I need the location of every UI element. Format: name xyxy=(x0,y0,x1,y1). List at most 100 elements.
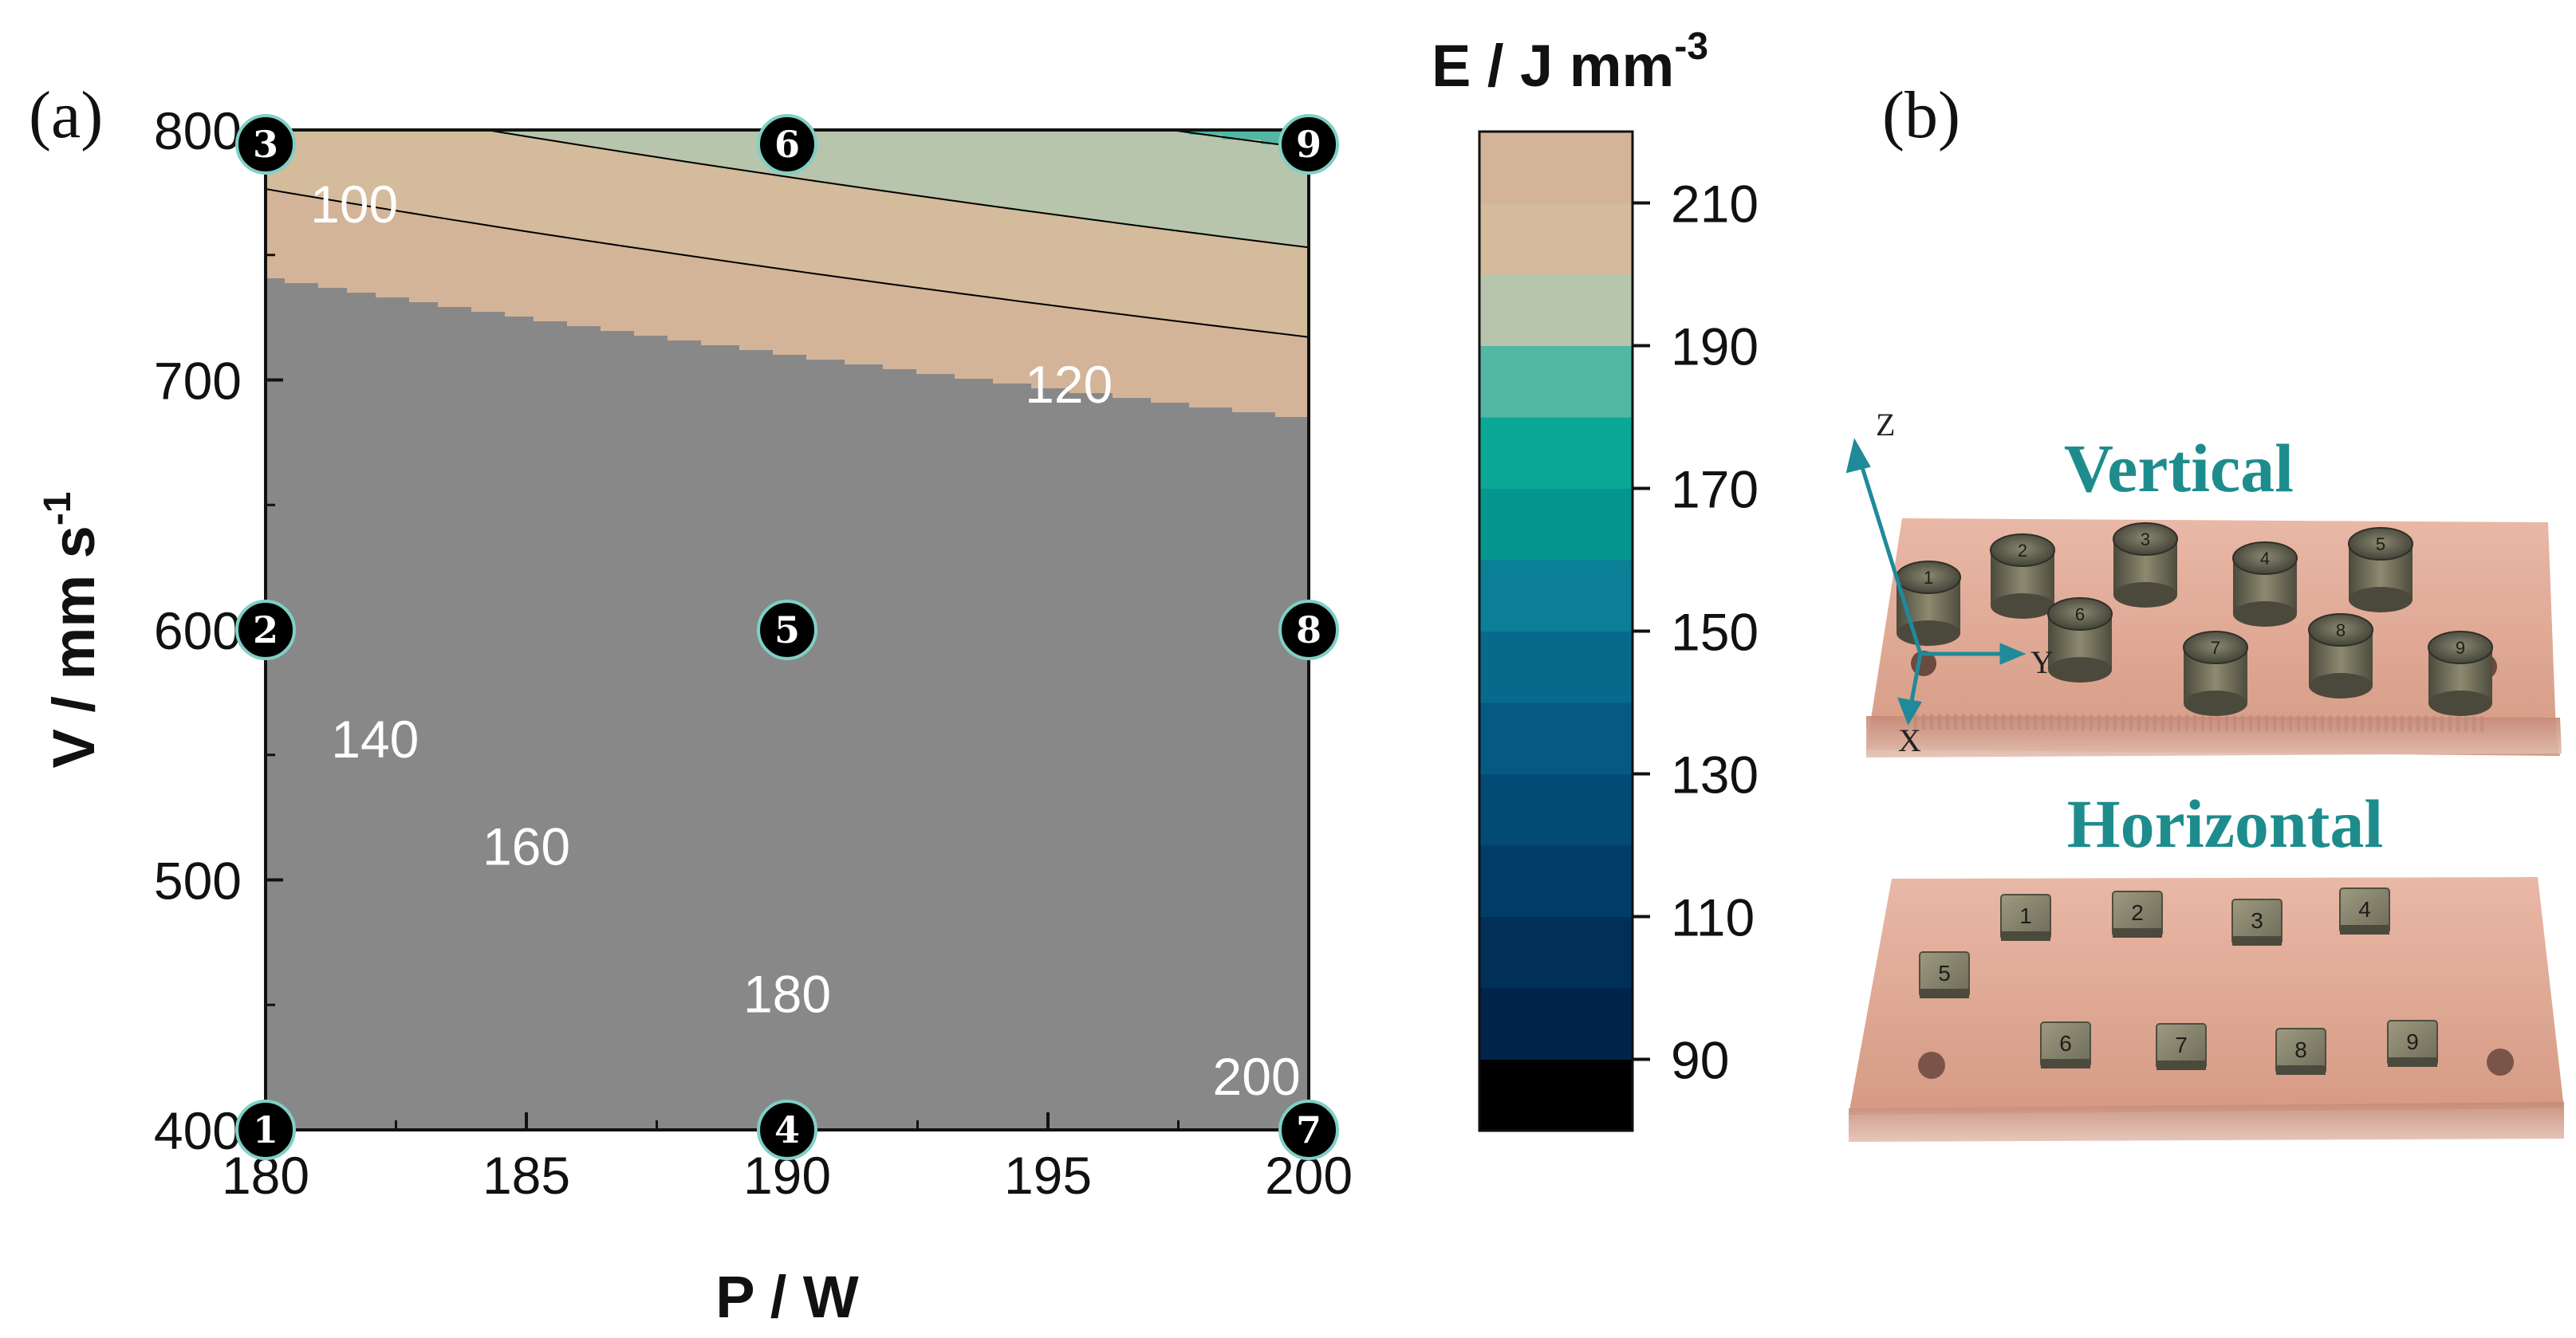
contour-band-cell xyxy=(266,714,1309,719)
contour-labels: 100 120 140 160 180 200 xyxy=(310,175,1301,1106)
contour-band-cell xyxy=(266,900,1309,906)
vertical-sample-mark: 4 xyxy=(2260,549,2270,569)
contour-band-cell xyxy=(266,1077,1309,1083)
contour-band-cell xyxy=(266,671,1309,676)
contour-band-cell xyxy=(266,230,534,236)
contour-band-cell xyxy=(1122,312,1309,317)
design-point-label: 9 xyxy=(1296,123,1321,166)
contour-band-cell xyxy=(266,1020,1309,1025)
axis-letter-z: Z xyxy=(1876,407,1895,443)
contour-band-cell xyxy=(266,876,1309,882)
contour-band-cell xyxy=(663,250,1309,255)
design-point-8: 8 xyxy=(1278,600,1339,660)
contour-band-cell xyxy=(266,1068,1309,1073)
contour-band-cell xyxy=(266,781,1309,786)
contour-band-cell xyxy=(266,470,1309,475)
contour-band-cell xyxy=(266,135,530,140)
contour-band-cell xyxy=(620,149,1309,155)
contour-band-cell xyxy=(266,939,1309,944)
contour-band-cell xyxy=(505,312,1123,317)
contour-band-cell xyxy=(266,991,1309,997)
contour-band-cell xyxy=(266,982,1309,987)
contour-band-cell xyxy=(266,307,472,313)
contour-band-cell xyxy=(1031,384,1309,389)
contour-band-cell xyxy=(266,393,1113,399)
colorbar-tick-label: 130 xyxy=(1671,746,1759,805)
contour-band-cell xyxy=(471,307,1085,313)
contour-band-cell xyxy=(266,202,357,207)
design-point-1: 1 xyxy=(235,1100,296,1160)
vertical-sample-mark: 6 xyxy=(2075,604,2085,624)
contour-band-cell xyxy=(266,594,1309,600)
contour-band-cell xyxy=(266,919,1309,925)
contour-band-cell xyxy=(266,1015,1309,1021)
vertical-sample-mark: 3 xyxy=(2141,529,2150,549)
contour-band-cell xyxy=(266,1053,1309,1059)
vertical-sample-mark: 7 xyxy=(2211,638,2220,658)
contour-band-cell xyxy=(266,986,1309,992)
axis-letter-y: Y xyxy=(2030,644,2054,680)
contour-band-cell xyxy=(266,819,1309,824)
colorbar-tick-label: 190 xyxy=(1671,317,1759,376)
contour-band-cell xyxy=(266,302,439,308)
horizontal-sample: 6 xyxy=(2040,1021,2091,1068)
contour-band-cell xyxy=(409,297,1008,303)
x-axis-title: P / W xyxy=(715,1264,859,1330)
contour-band-cell xyxy=(1232,235,1309,241)
contour-band-cell xyxy=(266,1063,1309,1068)
contour-line-210 xyxy=(266,188,1309,338)
contour-band-cell xyxy=(266,484,1309,490)
contour-band-cell xyxy=(266,297,410,303)
contour-value-label: 140 xyxy=(331,710,419,769)
contour-band-cell xyxy=(266,561,1309,566)
colorbar-band xyxy=(1479,631,1633,703)
contour-band-cell xyxy=(266,384,1032,389)
contour-band-cell xyxy=(266,441,1309,447)
contour-band-cell xyxy=(266,465,1309,470)
y-tick-label: 800 xyxy=(154,101,242,160)
contour-band-cell xyxy=(266,833,1309,839)
vertical-sample-mark: 8 xyxy=(2336,620,2346,640)
contour-band-cell xyxy=(385,207,1013,212)
contour-band-cell xyxy=(266,216,443,222)
horizontal-sample: 4 xyxy=(2339,887,2390,935)
horizontal-sample-mark: 8 xyxy=(2294,1037,2307,1062)
contour-band-cell xyxy=(266,1001,1309,1006)
contour-band-cell xyxy=(266,321,568,327)
contour-band-cell xyxy=(266,350,774,356)
colorbar-bands xyxy=(1479,132,1633,1131)
horizontal-sample-mark: 1 xyxy=(2019,903,2032,928)
colorbar-ticks: 90 110 130 150 170 190 210 xyxy=(1633,175,1759,1090)
contour-band-cell xyxy=(266,360,845,365)
contour-band-cell xyxy=(266,675,1309,681)
contour-band-cell xyxy=(266,379,994,384)
contour-band-cell xyxy=(266,226,506,231)
horizontal-sample-mark: 7 xyxy=(2175,1033,2188,1057)
contour-band-cell xyxy=(266,532,1309,537)
contour-band-cell xyxy=(266,388,1070,394)
contour-band-cell xyxy=(266,958,1309,963)
x-tick-label: 195 xyxy=(1004,1146,1092,1205)
contour-band-cell xyxy=(266,886,1309,891)
design-point-label: 2 xyxy=(253,608,278,651)
contour-band-cell xyxy=(266,211,415,217)
contour-band-cell xyxy=(500,130,1190,136)
vertical-sample: 7 xyxy=(2183,631,2248,716)
colorbar-tick-label: 90 xyxy=(1671,1031,1729,1090)
contour-band-cell xyxy=(266,728,1309,734)
contour-band-cell xyxy=(266,479,1309,485)
contour-band-cell xyxy=(438,302,1046,308)
contour-band-cell xyxy=(629,245,1309,250)
colorbar-tick-label: 110 xyxy=(1671,888,1755,947)
contour-band-cell xyxy=(266,666,1309,671)
colorbar-band xyxy=(1479,345,1633,418)
horizontal-sample-mark: 2 xyxy=(2131,900,2144,925)
contour-band-cell xyxy=(266,140,563,145)
y-axis-title-sup: -1 xyxy=(37,491,79,525)
contour-band-cell xyxy=(668,336,1309,341)
contour-band-cell xyxy=(878,187,1309,193)
contour-band-cell xyxy=(1160,317,1309,322)
contour-band-cell xyxy=(266,800,1309,805)
vertical-title: Vertical xyxy=(2064,430,2294,506)
